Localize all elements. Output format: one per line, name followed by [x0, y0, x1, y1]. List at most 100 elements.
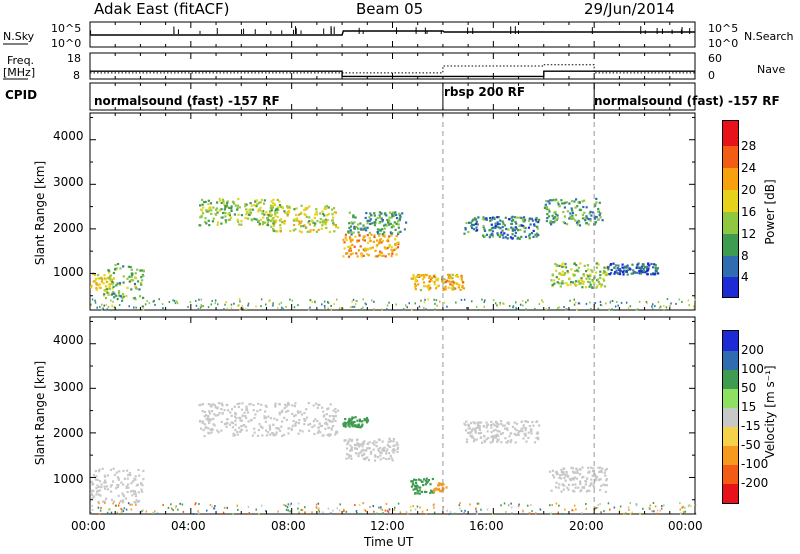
power-cell — [420, 299, 422, 302]
power-cell — [433, 298, 435, 301]
power-cell — [501, 220, 504, 223]
velocity-cell — [240, 408, 244, 411]
power-cell — [442, 281, 445, 284]
power-cell — [586, 217, 589, 220]
velocity-cell — [348, 417, 351, 420]
power-cell — [384, 212, 387, 215]
power-cell — [283, 220, 286, 223]
power-cell — [378, 211, 381, 214]
velocity-cell — [256, 434, 260, 437]
power-cell — [507, 228, 510, 231]
power-cell — [260, 305, 262, 308]
velocity-cell — [103, 481, 106, 484]
power-cell — [130, 275, 133, 278]
power-cell — [286, 205, 289, 208]
power-cell — [631, 263, 634, 266]
power-cell — [224, 219, 227, 222]
power-cell — [111, 280, 114, 283]
power-cell — [334, 211, 337, 214]
power-cell — [307, 221, 310, 224]
power-cell — [348, 235, 351, 239]
power-cell — [269, 210, 272, 213]
power-cell — [591, 211, 594, 214]
power-cell — [455, 301, 457, 304]
velocity-cell — [661, 505, 663, 507]
power-cell — [414, 288, 417, 291]
power-cell — [260, 210, 263, 213]
velocity-cell — [276, 418, 279, 421]
power-cell — [251, 208, 254, 211]
velocity-echo-region — [198, 401, 340, 438]
power-cell — [601, 219, 604, 222]
power-cell — [447, 273, 450, 276]
velocity-cell — [238, 416, 241, 419]
power-cell — [427, 288, 431, 291]
power-cell — [371, 246, 374, 249]
velocity-cell — [170, 503, 172, 506]
power-cell — [443, 301, 446, 304]
power-cell — [253, 204, 256, 207]
power-cell — [574, 214, 578, 217]
power-cell — [589, 301, 591, 304]
power-cell — [470, 221, 473, 224]
power-cell — [272, 201, 275, 205]
power-cell — [476, 229, 479, 232]
velocity-cell — [574, 471, 577, 474]
velocity-cell — [324, 427, 327, 430]
power-cell — [397, 223, 400, 226]
velocity-cell — [326, 407, 329, 411]
velocity-cell — [350, 457, 353, 460]
power-cell — [269, 204, 273, 207]
velocity-cell — [472, 436, 475, 439]
power-cell — [119, 267, 122, 270]
velocity-cell — [519, 430, 522, 433]
power-cell — [285, 305, 287, 308]
velocity-cell — [504, 437, 507, 440]
power-cell — [381, 220, 384, 223]
power-cell — [395, 253, 398, 256]
velocity-cell — [338, 512, 341, 515]
nsky-trace — [90, 30, 695, 36]
power-cell — [263, 213, 266, 216]
power-cell — [617, 272, 620, 275]
velocity-cell — [489, 441, 492, 444]
power-cell — [366, 222, 369, 225]
power-cell — [635, 266, 638, 269]
velocity-cell — [538, 424, 541, 427]
power-cell — [349, 245, 352, 248]
velocity-cell — [382, 457, 385, 460]
velocity-ytick: 3000 — [53, 380, 84, 394]
power-cell — [521, 218, 524, 221]
velocity-cell — [550, 489, 553, 492]
velocity-cell — [659, 509, 661, 512]
power-cell — [520, 224, 523, 227]
velocity-cell — [343, 508, 345, 511]
velocity-cell — [603, 471, 606, 474]
power-cell — [433, 283, 436, 286]
power-cell — [211, 220, 214, 223]
velocity-cell — [109, 485, 112, 488]
velocity-cell — [425, 490, 428, 494]
power-cell — [396, 246, 400, 249]
power-cell — [499, 219, 502, 222]
power-cell — [390, 255, 393, 258]
power-cell — [226, 205, 229, 208]
power-cell — [216, 221, 220, 224]
velocity-cell — [460, 510, 463, 512]
power-cell — [330, 308, 333, 311]
velocity-cell — [236, 433, 239, 436]
velocity-cell — [528, 512, 531, 515]
power-cell — [585, 206, 588, 209]
beam-title: Beam 05 — [356, 0, 424, 18]
velocity-cell — [394, 506, 396, 509]
power-cell — [489, 217, 492, 220]
velocity-cell — [118, 502, 121, 505]
power-cell — [456, 283, 459, 286]
velocity-cell — [432, 503, 435, 506]
power-cell — [272, 198, 275, 201]
power-cell — [378, 221, 381, 225]
power-cell — [569, 283, 572, 286]
power-cell — [561, 270, 564, 273]
velocity-cell — [604, 474, 607, 477]
power-cell — [441, 275, 444, 279]
